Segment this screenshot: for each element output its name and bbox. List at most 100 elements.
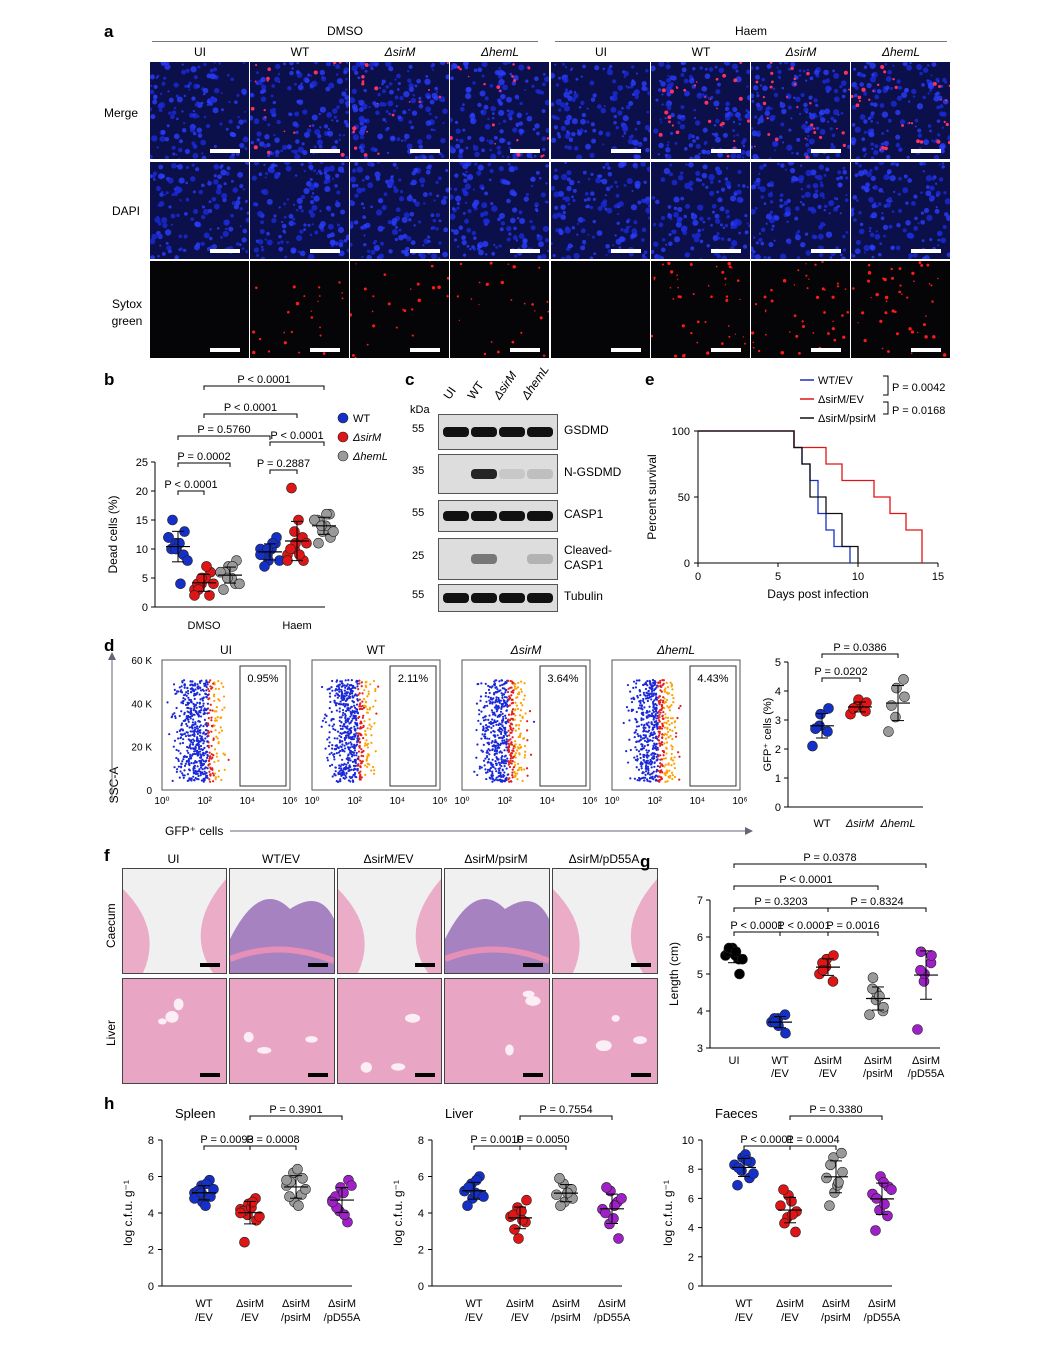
nucleus	[462, 172, 465, 176]
nucleus	[338, 98, 345, 104]
nucleus	[414, 156, 419, 159]
flow-event	[185, 722, 188, 726]
nucleus	[667, 74, 670, 77]
nucleus	[627, 138, 634, 145]
nucleus	[819, 114, 822, 118]
nucleus	[217, 174, 222, 180]
nucleus	[367, 249, 371, 253]
nucleus	[250, 115, 254, 121]
nucleus	[878, 187, 883, 193]
nucleus	[773, 140, 779, 147]
nucleus	[508, 62, 511, 64]
flow-event	[484, 691, 488, 695]
nucleus	[491, 205, 498, 212]
nucleus	[195, 242, 201, 247]
flow-event	[372, 772, 376, 775]
flow-event	[191, 727, 194, 730]
nucleus	[164, 155, 169, 159]
signal-dot	[340, 152, 345, 157]
nucleus	[607, 172, 613, 177]
flow-event	[182, 776, 185, 779]
nucleus	[711, 203, 717, 209]
column-label-6: ΔsirM	[785, 45, 817, 59]
flow-event	[360, 776, 363, 779]
flow-event	[200, 772, 203, 775]
flow-event	[187, 701, 190, 704]
flow-event	[337, 746, 340, 750]
nucleus	[241, 88, 247, 95]
flow-event	[509, 757, 512, 760]
nucleus	[719, 206, 725, 212]
nucleus	[631, 65, 635, 69]
flow-event	[193, 728, 197, 731]
micrograph-r2-c0	[150, 261, 249, 358]
nucleus	[303, 223, 307, 227]
nucleus	[282, 144, 288, 151]
flow-event	[344, 747, 347, 750]
flow-event	[513, 685, 517, 688]
nucleus	[766, 63, 772, 69]
nucleus	[573, 252, 580, 259]
nucleus	[216, 183, 222, 189]
nucleus	[779, 204, 783, 208]
flow-event	[504, 704, 507, 707]
nucleus	[386, 151, 390, 155]
nucleus	[244, 147, 248, 151]
legend-label: ΔsirM	[352, 432, 382, 444]
flow-event	[328, 764, 332, 767]
signal-dot	[250, 106, 255, 111]
flow-event	[213, 724, 216, 727]
nucleus	[753, 255, 757, 258]
nucleus	[666, 77, 671, 83]
panel-c-letter: c	[405, 370, 415, 389]
nucleus	[192, 143, 197, 148]
nucleus	[903, 174, 908, 179]
flow-event	[497, 698, 500, 701]
nucleus	[777, 75, 781, 79]
sytox-dot	[523, 302, 526, 305]
nucleus	[453, 64, 458, 69]
nucleus	[643, 180, 647, 184]
sytox-dot	[696, 341, 699, 344]
nucleus	[683, 214, 687, 219]
nucleus	[719, 207, 722, 211]
nucleus	[261, 84, 267, 90]
flow-event	[200, 735, 203, 738]
sytox-dot	[798, 351, 801, 355]
nucleus	[701, 93, 705, 96]
nucleus	[887, 196, 893, 202]
flow-event	[481, 733, 484, 736]
nucleus	[301, 142, 305, 146]
flow-event	[365, 733, 368, 737]
nucleus	[577, 129, 580, 132]
nucleus	[597, 205, 603, 211]
flow-event	[360, 681, 363, 684]
flow-event	[206, 731, 210, 735]
nucleus	[523, 196, 529, 202]
nucleus	[260, 189, 266, 195]
nucleus	[829, 127, 833, 131]
blot-label-4: Tubulin	[564, 589, 603, 603]
nucleus	[260, 220, 264, 225]
flow-event	[355, 743, 359, 746]
flow-event	[658, 765, 662, 769]
nucleus	[805, 250, 812, 256]
flow-event	[496, 705, 499, 708]
nucleus	[541, 136, 547, 142]
sytox-dot	[295, 301, 300, 306]
flow-event	[343, 738, 347, 741]
nucleus	[259, 228, 265, 234]
sytox-dot	[884, 311, 888, 315]
flow-event	[336, 688, 339, 691]
nucleus	[381, 89, 387, 94]
nucleus	[858, 228, 865, 235]
nucleus	[859, 222, 864, 227]
sytox-dot	[815, 295, 820, 299]
nucleus	[879, 103, 885, 108]
nucleus	[926, 63, 930, 67]
flow-event	[651, 712, 654, 715]
nucleus	[740, 149, 746, 155]
column-label-5: WT	[691, 45, 711, 59]
nucleus	[423, 202, 426, 205]
sytox-dot	[891, 309, 895, 313]
